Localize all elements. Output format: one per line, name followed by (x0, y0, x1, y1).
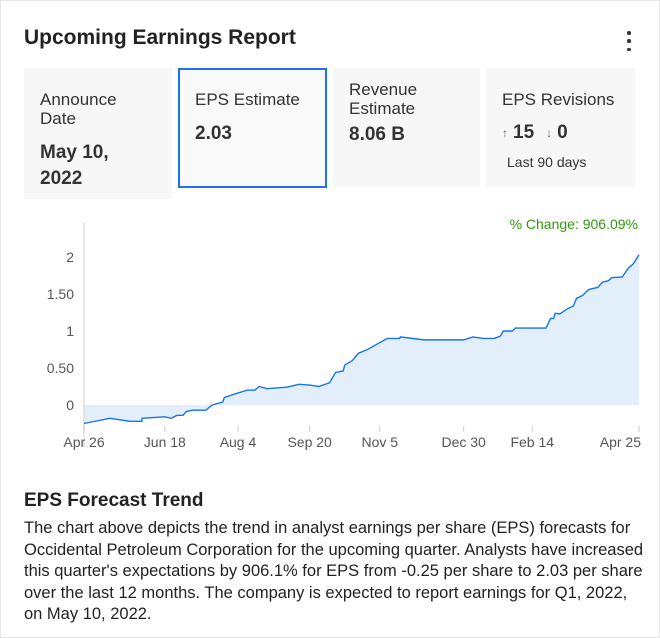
stat-announce-date: Announce Date May 10, 2022 (24, 68, 172, 199)
y-tick-label: 1 (66, 323, 74, 339)
x-tick-label: Jun 18 (144, 434, 186, 450)
eps-trend-chart: 2 1.50 1 0.50 0 Apr 26 Jun 18 Aug 4 Sep 20 Nov 5 D… (47, 223, 641, 450)
arrow-down-icon: ↓ (546, 126, 553, 140)
series-line (83, 254, 640, 425)
x-tick-label: Aug 4 (220, 434, 257, 450)
more-options-icon[interactable] (621, 29, 637, 53)
y-tick-label: 0.50 (47, 360, 74, 376)
arrow-up-icon: ↑ (502, 126, 508, 140)
stat-label: Announce Date (40, 90, 117, 128)
percent-change: % Change: 906.09% (509, 216, 638, 232)
stat-label: EPS Estimate (195, 90, 300, 109)
area-fill (84, 254, 639, 424)
description-title: EPS Forecast Trend (24, 490, 204, 511)
y-tick-label: 2 (66, 249, 74, 265)
x-tick-label: Dec 30 (441, 434, 486, 450)
stat-value: May 10, 2022 (40, 142, 109, 189)
x-tick-label: Nov 5 (362, 434, 399, 450)
revisions-down: 0 (557, 122, 568, 143)
y-tick-label: 1.50 (47, 286, 74, 302)
x-tick-label: Sep 20 (287, 434, 332, 450)
stat-label: EPS Revisions (502, 90, 615, 109)
stat-value: 8.06 B (349, 124, 405, 145)
card-title: Upcoming Earnings Report (24, 26, 296, 49)
revisions-values: ↑ 15 ↓ 0 (502, 120, 619, 146)
revisions-up: 15 (513, 122, 535, 143)
description-text: The chart above depicts the trend in ana… (24, 519, 644, 623)
revisions-period: Last 90 days (507, 154, 587, 170)
stat-label: Revenue Estimate (349, 80, 418, 118)
stat-eps-estimate[interactable]: EPS Estimate 2.03 (178, 68, 327, 188)
stat-eps-revisions: EPS Revisions ↑ 15 ↓ 0 Last 90 days (486, 68, 635, 187)
x-tick-label: Feb 14 (510, 434, 554, 450)
stat-value: 2.03 (195, 123, 232, 144)
y-tick-label: 0 (66, 397, 74, 413)
x-tick-label: Apr 25 (600, 434, 641, 450)
stat-revenue-estimate: Revenue Estimate 8.06 B (333, 68, 480, 187)
x-tick-label: Apr 26 (63, 434, 104, 450)
